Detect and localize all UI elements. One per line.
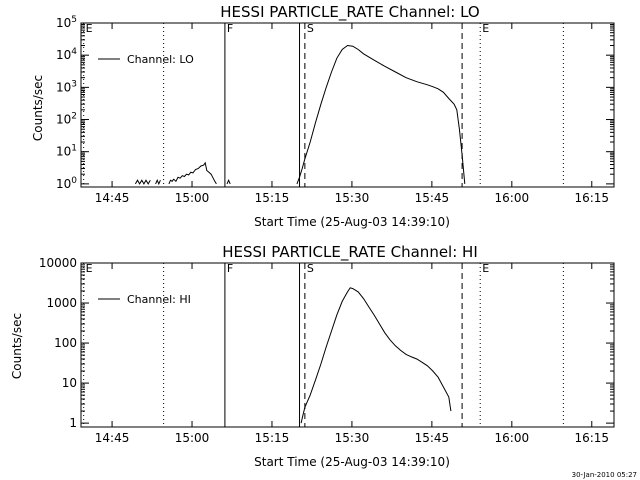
lo-x-tick-label-3: 15:30 bbox=[335, 191, 370, 205]
lo-x-tick-label-0: 14:45 bbox=[95, 191, 130, 205]
lo-series-segment-1 bbox=[155, 178, 161, 186]
hi-x-axis-label: Start Time (25-Aug-03 14:39:10) bbox=[254, 455, 450, 469]
lo-x-tick-label-5: 16:00 bbox=[495, 191, 530, 205]
lo-marker-label-6: E bbox=[482, 22, 489, 35]
lo-channel-panel: HESSI PARTICLE_RATE Channel: LO Start Ti… bbox=[31, 3, 615, 229]
lo-marker-label-4: S bbox=[307, 22, 314, 35]
hi-x-tick-label-3: 15:30 bbox=[335, 431, 370, 445]
lo-y-tick-label-0: 100 bbox=[56, 176, 77, 191]
lo-x-tick-label-4: 15:45 bbox=[415, 191, 450, 205]
hi-x-tick-label-6: 16:15 bbox=[574, 431, 609, 445]
lo-y-ticks: 100 101 102 103 104 105 bbox=[56, 15, 614, 191]
lo-marker-label-2: F bbox=[227, 22, 233, 35]
lo-series-group bbox=[134, 44, 466, 186]
hi-x-tick-label-1: 15:00 bbox=[175, 431, 210, 445]
hi-y-ticks: 1 10 100 1000 10000 bbox=[39, 256, 614, 430]
lo-series-segment-4 bbox=[296, 44, 466, 185]
hi-marker-label-6: E bbox=[482, 262, 489, 275]
lo-x-tick-label-1: 15:00 bbox=[175, 191, 210, 205]
hi-legend-label: Channel: HI bbox=[127, 293, 191, 306]
hi-x-tick-label-0: 14:45 bbox=[95, 431, 130, 445]
hi-plot-frame bbox=[80, 262, 615, 428]
lo-y-axis-label: Counts/sec bbox=[31, 75, 45, 141]
hi-y-tick-label-1: 10 bbox=[62, 376, 77, 390]
lo-x-tick-label-6: 16:15 bbox=[574, 191, 609, 205]
lo-chart-title: HESSI PARTICLE_RATE Channel: LO bbox=[220, 3, 479, 22]
lo-x-tick-label-2: 15:15 bbox=[255, 191, 290, 205]
hi-marker-label-0: E bbox=[86, 262, 93, 275]
lo-marker-label-0: E bbox=[86, 22, 93, 35]
hi-y-tick-label-2: 100 bbox=[54, 336, 77, 350]
hi-marker-label-4: S bbox=[307, 262, 314, 275]
lo-y-tick-label-1: 101 bbox=[56, 144, 77, 159]
hi-x-tick-label-4: 15:45 bbox=[415, 431, 450, 445]
lo-y-tick-label-5: 105 bbox=[56, 15, 77, 30]
hi-y-axis-label: Counts/sec bbox=[10, 313, 24, 379]
hi-chart-title: HESSI PARTICLE_RATE Channel: HI bbox=[222, 243, 478, 262]
date-stamp: 30-Jan-2010 05:27 bbox=[572, 471, 637, 479]
lo-legend-label: Channel: LO bbox=[127, 53, 194, 66]
hi-x-tick-label-2: 15:15 bbox=[255, 431, 290, 445]
lo-series-segment-0 bbox=[134, 179, 151, 185]
lo-legend: Channel: LO bbox=[98, 53, 194, 66]
lo-series-segment-2 bbox=[168, 161, 217, 185]
hi-series-segment-0 bbox=[300, 287, 452, 424]
lo-series-segment-3 bbox=[226, 178, 231, 185]
hi-x-tick-label-5: 16:00 bbox=[495, 431, 530, 445]
lo-plot-frame bbox=[80, 22, 615, 188]
lo-x-axis-label: Start Time (25-Aug-03 14:39:10) bbox=[254, 215, 450, 229]
hi-y-tick-label-3: 1000 bbox=[46, 296, 77, 310]
hi-marker-label-2: F bbox=[227, 262, 233, 275]
hi-legend: Channel: HI bbox=[98, 293, 191, 306]
hi-y-tick-label-4: 10000 bbox=[39, 256, 77, 270]
lo-y-tick-label-2: 102 bbox=[56, 112, 77, 127]
lo-x-ticks: 14:45 15:00 15:15 15:30 15:45 16:00 16:15 bbox=[95, 23, 609, 205]
hi-y-tick-label-0: 1 bbox=[69, 416, 77, 430]
hi-series-group bbox=[300, 287, 452, 424]
lo-y-tick-label-3: 103 bbox=[56, 79, 77, 94]
hi-x-ticks: 14:45 15:00 15:15 15:30 15:45 16:00 16:15 bbox=[95, 263, 609, 445]
lo-y-tick-label-4: 104 bbox=[56, 47, 77, 62]
hi-channel-panel: HESSI PARTICLE_RATE Channel: HI Start Ti… bbox=[10, 243, 615, 469]
